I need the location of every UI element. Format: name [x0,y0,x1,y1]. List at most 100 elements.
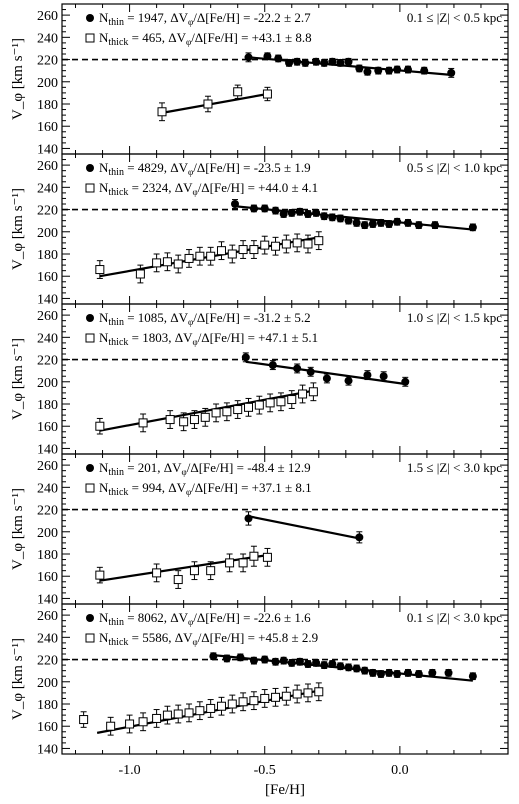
thick-disk-point [206,566,216,576]
thin-disk-point [376,670,385,678]
thick-disk-point [298,389,308,399]
thin-disk-point [236,653,245,662]
legend-thin-n: N [99,10,109,25]
legend-thick-rest2: /Δ[Fe/H] = +44.0 ± 4.1 [198,180,318,195]
thin-disk-point [263,52,272,61]
y-tick-label: 140 [37,292,58,307]
y-tick-label: 220 [37,204,58,219]
thick-disk-point [165,415,175,425]
thick-disk-fit-line [161,92,268,114]
thick-disk-point [292,689,302,699]
legend-thick-phi: φ [192,187,197,197]
thin-disk-point [385,668,394,677]
legend-thin-sub: thin [108,617,124,628]
thick-disk-point [314,687,324,697]
legend-thick-phi: φ [186,487,191,497]
thick-disk-point [303,688,313,698]
legend-thin-rest: = 4829, ΔV [124,160,189,175]
thick-disk-point [211,408,221,418]
thick-disk-point [152,568,162,578]
x-tick-label: -1.0 [118,763,140,778]
thick-disk-point [162,257,172,267]
y-tick-label: 200 [37,76,58,91]
legend-thin-marker [86,464,94,472]
thin-disk-point [393,670,402,678]
thick-disk-point [265,398,275,408]
thin-disk-point [303,660,312,668]
thin-disk-point [328,660,337,668]
y-tick-label: 240 [37,331,58,346]
thick-disk-point [222,407,232,417]
y-axis-label: V_φ [km s⁻¹] [10,338,26,420]
legend-thin-rest2: /Δ[Fe/H] = -22.6 ± 1.6 [193,610,311,625]
y-tick-label: 180 [37,698,58,713]
thick-disk-point [260,693,270,703]
legend-thin-phi: φ [188,317,193,327]
thick-disk-point [138,717,148,727]
y-axis-label: V_φ [km s⁻¹] [10,38,26,120]
legend-thick-sub: thick [108,487,128,498]
thin-disk-point [414,670,423,678]
thin-disk-point [249,204,258,213]
thin-disk-point [376,218,385,227]
legend-thin-phi: φ [188,167,193,177]
thick-disk-point [173,709,183,719]
thin-disk-point [287,658,296,667]
thick-disk-point [260,240,270,250]
thin-disk-point [306,367,315,376]
thin-disk-point [428,668,437,677]
thin-disk-point [322,374,331,383]
thick-disk-point [162,710,172,720]
panel-frame [61,3,509,155]
legend-thick-text: Nthick = 994, ΔVφ/Δ[Fe/H] = +37.1 ± 8.1 [99,480,312,498]
thick-disk-point [152,713,162,723]
legend-thick-n: N [99,630,109,645]
thin-disk-point [320,661,329,670]
legend-thick-phi: φ [192,337,197,347]
legend-thick-marker [85,483,95,493]
legend-thick-text: Nthick = 5586, ΔVφ/Δ[Fe/H] = +45.8 ± 2.9 [99,630,318,648]
thick-disk-point [227,249,237,259]
thick-disk-point [106,721,116,731]
thick-disk-point [173,259,183,269]
legend-thick-rest: = 465, ΔV [128,30,186,45]
thin-disk-point [403,65,412,74]
legend-thick-rest2: /Δ[Fe/H] = +47.1 ± 5.1 [198,330,318,345]
thick-disk-point [238,245,248,255]
y-tick-label: 160 [37,120,58,135]
thick-disk-point [227,699,237,709]
thick-disk-point [233,405,243,415]
thin-disk-point [301,58,310,67]
legend-thick-text: Nthick = 465, ΔVφ/Δ[Fe/H] = +43.1 ± 8.8 [99,30,312,48]
thin-disk-point [336,662,345,671]
thick-disk-point [238,558,248,568]
legend-thin-n: N [99,610,109,625]
y-tick-label: 180 [37,248,58,263]
y-tick-label: 200 [37,226,58,241]
thin-disk-point [336,58,345,67]
legend-thin-n: N [99,460,109,475]
y-tick-label: 140 [37,142,58,157]
y-tick-label: 140 [37,442,58,457]
thin-disk-point [344,663,353,672]
legend-thin-rest: = 201, ΔV [124,460,182,475]
thin-disk-point [468,223,477,232]
thick-disk-point [287,395,297,405]
thin-disk-point [352,218,361,227]
panel-frame [61,303,509,455]
thick-disk-point [271,241,281,251]
y-tick-label: 200 [37,376,58,391]
thick-disk-point [189,566,199,576]
thin-disk-point [393,217,402,226]
z-range-label: 0.1 ≤ |Z| < 0.5 kpc [407,10,502,25]
thin-disk-point [403,668,412,677]
thin-disk-point [385,220,394,228]
legend-thin-rest: = 1085, ΔV [124,310,189,325]
y-tick-label: 180 [37,548,58,563]
thin-disk-point [385,66,394,75]
legend-thin-text: Nthin = 201, ΔVφ/Δ[Fe/H] = -48.4 ± 12.9 [99,460,311,478]
y-tick-label: 140 [37,742,58,757]
legend-thin-sub: thin [108,167,124,178]
legend-thin-rest2: /Δ[Fe/H] = -22.2 ± 2.7 [193,10,311,25]
z-range-label: 1.0 ≤ |Z| < 1.5 kpc [407,310,502,325]
